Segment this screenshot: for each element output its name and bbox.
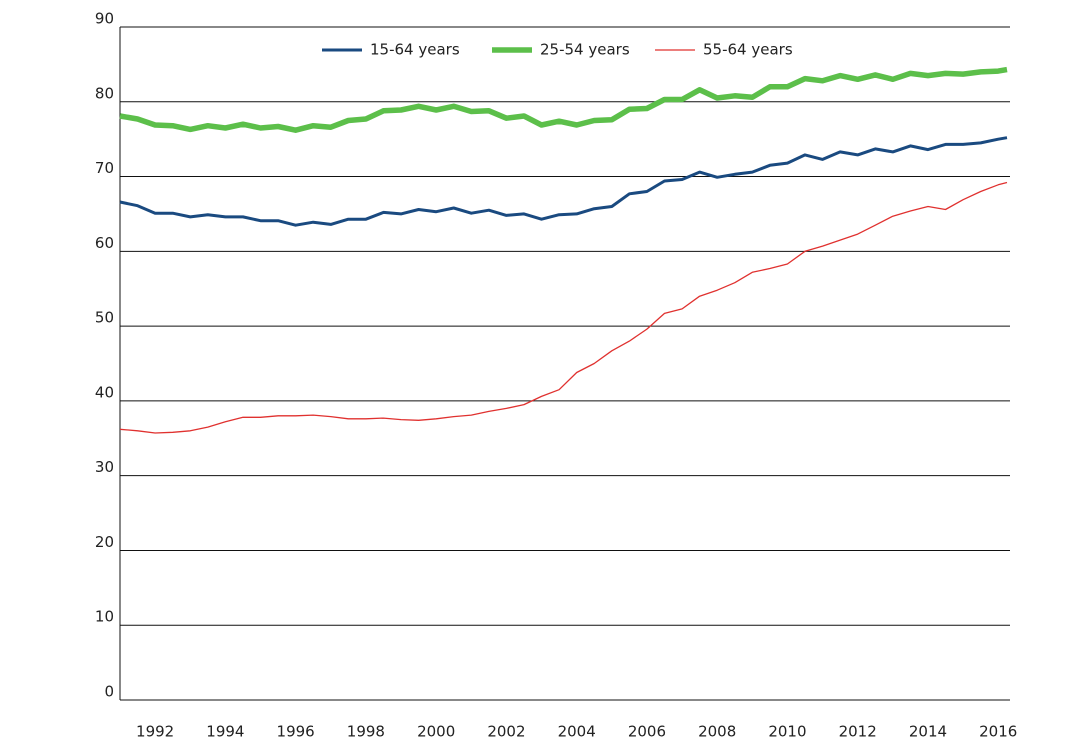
y-tick-label: 0: [104, 683, 114, 701]
y-tick-label: 30: [95, 458, 114, 476]
x-tick-label: 2014: [909, 723, 947, 741]
y-tick-label: 10: [95, 608, 114, 626]
x-tick-label: 2010: [768, 723, 806, 741]
y-tick-label: 20: [95, 533, 114, 551]
legend-label: 15-64 years: [370, 41, 460, 59]
y-tick-label: 80: [95, 84, 114, 102]
y-tick-label: 60: [95, 234, 114, 252]
x-tick-label: 2000: [417, 723, 455, 741]
data-line: [119, 181, 1008, 434]
y-tick-label: 70: [95, 159, 114, 177]
x-tick-label: 2016: [979, 723, 1017, 741]
x-tick-label: 1994: [206, 723, 244, 741]
legend-label: 55-64 years: [703, 41, 793, 59]
x-tick-label: 2002: [487, 723, 525, 741]
x-tick-label: 1992: [136, 723, 174, 741]
x-tick-label: 2006: [628, 723, 666, 741]
y-tick-label: 40: [95, 383, 114, 401]
x-tick-label: 2004: [558, 723, 596, 741]
legend-label: 25-54 years: [540, 41, 630, 59]
x-tick-label: 2008: [698, 723, 736, 741]
x-tick-label: 2012: [839, 723, 877, 741]
data-line: [119, 66, 1008, 133]
x-tick-label: 1996: [277, 723, 315, 741]
y-tick-label: 90: [95, 10, 114, 28]
data-line: [119, 136, 1008, 227]
x-tick-label: 1998: [347, 723, 385, 741]
y-tick-label: 50: [95, 309, 114, 327]
